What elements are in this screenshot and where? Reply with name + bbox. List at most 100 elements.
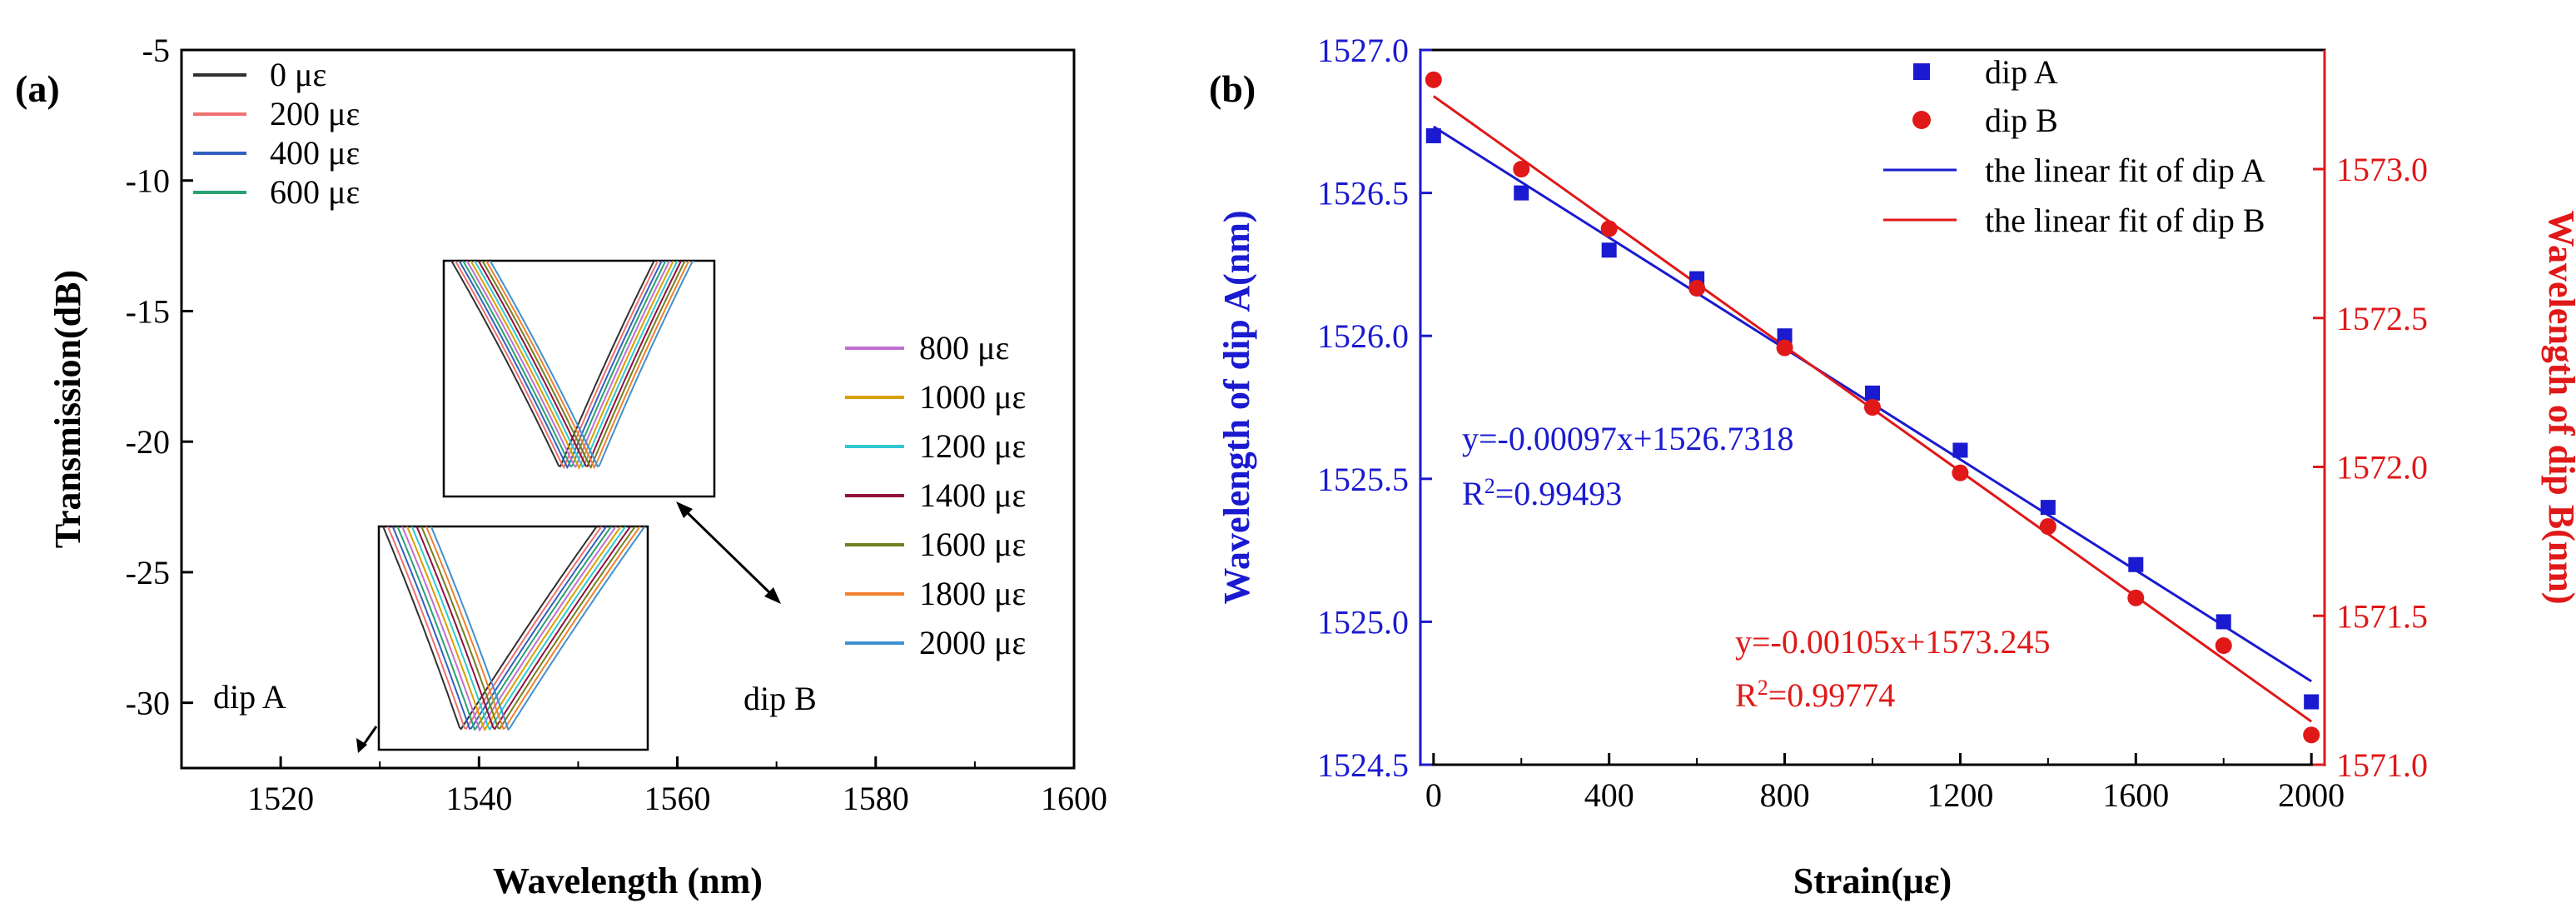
legend-label: the linear fit of dip B: [1985, 202, 2265, 239]
inset-spectrum-line: [396, 526, 613, 731]
x-tick-label: 1540: [445, 780, 512, 817]
fit-a-r2: R2=0.99493: [1462, 474, 1622, 513]
dip-b-point: [1600, 220, 1618, 237]
dip-b-annotation: dip B: [743, 680, 817, 717]
right-tick-label: 1573.0: [2336, 151, 2428, 188]
dip-a-point: [2128, 556, 2144, 572]
inset-spectrum-line: [473, 261, 679, 469]
right-tick-label: 1572.5: [2336, 300, 2428, 337]
dip-b-point: [1776, 339, 1793, 357]
panel-a-x-ticks: 1520 1540 1560 1580 1600: [181, 756, 1107, 817]
dip-a-point: [1777, 328, 1793, 344]
panel-b-left-ticks: 1524.5 1525.0 1525.5 1526.0 1526.5 1527.0: [1317, 32, 1432, 784]
panel-a-legend-bottom: 800 με 1000 με 1200 με 1400 με 1600 με 1800 μ…: [845, 329, 1026, 661]
y-tick-label: -30: [126, 685, 170, 722]
legend-label: 2000 με: [919, 624, 1026, 661]
dip-a-point: [2215, 614, 2231, 630]
dip-a-annotation: dip A: [213, 678, 286, 716]
panel-a-y-axis-label: Transmission(dB): [47, 270, 88, 548]
inset-dip-b: [442, 259, 716, 498]
inset-spectrum-line: [405, 526, 622, 732]
inset-dip-a-arrow: [356, 726, 378, 753]
panel-b: 0 400 800 1200 1600 2000 1524.51525.01525.515…: [1209, 32, 2576, 901]
dip-b-point: [1513, 161, 1530, 177]
panel-b-legend: dip A dip B the linear fit of dip A the lin…: [1883, 53, 2265, 239]
y-tick-label: -20: [126, 423, 170, 461]
x-tick-label: 1580: [843, 780, 909, 817]
inset-spectrum-line: [477, 261, 683, 467]
x-tick-label: 1520: [247, 780, 314, 817]
x-tick-label: 1600: [2102, 776, 2169, 814]
panel-b-x-axis-label: Strain(με): [1793, 861, 1952, 901]
dip-a-point: [2304, 694, 2320, 710]
inset-spectrum-line: [381, 526, 598, 731]
left-tick-label: 1526.0: [1317, 317, 1409, 355]
dip-a-point: [1952, 442, 1968, 458]
panel-b-x-ticks: 0 400 800 1200 1600 2000: [1425, 753, 2345, 814]
legend-label: the linear fit of dip A: [1985, 152, 2265, 189]
y-tick-label: -10: [126, 162, 170, 200]
legend-label: 1000 με: [919, 378, 1026, 416]
left-tick-label: 1525.5: [1317, 461, 1409, 498]
dip-a-point: [2040, 500, 2056, 516]
legend-label: dip A: [1985, 53, 2058, 91]
x-tick-label: 1200: [1927, 776, 1993, 814]
dip-a-point: [1425, 127, 1441, 143]
y-tick-label: -5: [142, 32, 170, 69]
x-tick-label: 1560: [644, 780, 711, 817]
dip-a-point: [1601, 242, 1617, 258]
legend-label: 1200 με: [919, 427, 1026, 465]
inset-dip-b-curves: [450, 261, 694, 471]
legend-label: 0 με: [270, 56, 326, 93]
inset-dip-b-arrow: [676, 501, 781, 604]
dip-b-point: [1864, 399, 1881, 416]
dip-a-point: [1865, 385, 1880, 401]
left-tick-label: 1524.5: [1317, 746, 1409, 784]
inset-dip-a-frame: [377, 525, 649, 751]
inset-spectrum-line: [391, 526, 608, 731]
legend-marker-dip-a: [1913, 63, 1930, 80]
x-tick-label: 0: [1425, 776, 1442, 814]
legend-label: 1800 με: [919, 575, 1026, 612]
x-tick-label: 400: [1584, 776, 1634, 814]
left-tick-label: 1526.5: [1317, 175, 1409, 212]
inset-spectrum-line: [470, 261, 675, 471]
legend-label: 400 με: [270, 134, 360, 172]
y-tick-label: -25: [126, 554, 170, 591]
dip-b-point: [2303, 726, 2320, 744]
x-tick-label: 1600: [1041, 780, 1107, 817]
inset-dip-a: [377, 525, 649, 751]
fit-b-r2: R2=0.99774: [1735, 676, 1895, 715]
dip-b-point: [1425, 71, 1442, 88]
legend-marker-dip-b: [1912, 111, 1931, 129]
legend-label: 800 με: [919, 329, 1009, 367]
dip-b-point: [1952, 464, 1969, 481]
dip-b-point: [2127, 589, 2145, 606]
dip-b-point: [2215, 637, 2232, 654]
inset-spectrum-line: [386, 526, 603, 730]
inset-spectrum-line: [481, 261, 686, 470]
panel-a-frame: [180, 48, 1076, 770]
right-tick-label: 1572.0: [2336, 449, 2428, 486]
legend-label: 1400 με: [919, 476, 1026, 514]
inset-spectrum-line: [465, 261, 671, 468]
panel-a: 1520 1540 1560 1580 1600 -5 -10 -15 -20 -25 -30 (…: [15, 32, 1107, 901]
dip-a-point: [1514, 185, 1529, 201]
left-tick-label: 1527.0: [1317, 32, 1409, 69]
y-tick-label: -15: [126, 292, 170, 330]
inset-spectrum-line: [489, 261, 694, 468]
legend-label: 200 με: [270, 95, 360, 132]
inset-spectrum-line: [430, 526, 646, 731]
left-tick-label: 1525.0: [1317, 603, 1409, 641]
fit-a-equation: y=-0.00097x+1526.7318: [1462, 420, 1793, 457]
panel-b-right-ticks: 1571.0 1571.5 1572.0 1572.5 1573.0: [2313, 151, 2428, 784]
fit-b-equation: y=-0.00105x+1573.245: [1735, 623, 2050, 661]
panel-b-label: (b): [1209, 67, 1256, 110]
panel-b-points: [1425, 71, 2320, 744]
inset-spectrum-line: [485, 261, 690, 470]
x-tick-label: 2000: [2278, 776, 2345, 814]
dip-b-point: [2039, 518, 2056, 535]
panel-a-y-ticks: -5 -10 -15 -20 -25 -30: [126, 32, 193, 722]
